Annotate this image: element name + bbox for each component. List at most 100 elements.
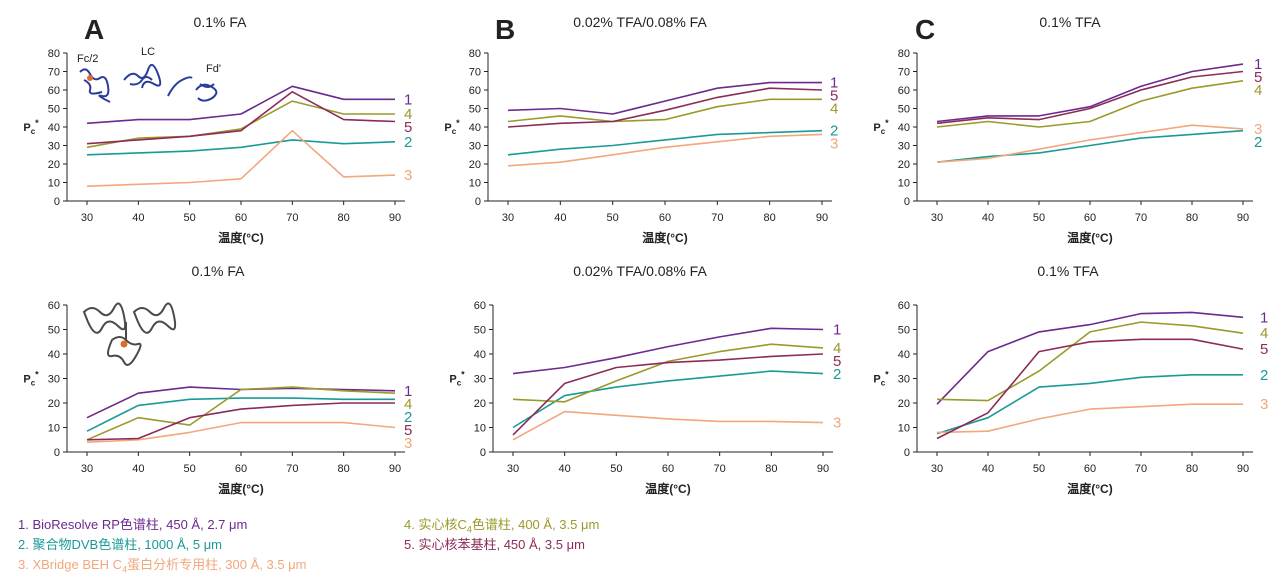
chart-title: 0.02% TFA/0.08% FA [573,14,707,30]
y-tick-label: 0 [54,447,60,459]
series-line-1 [512,327,824,375]
series-line-2 [512,370,824,429]
intact-antibody-image [82,302,177,366]
series-line-1 [936,63,1244,123]
x-axis-label: 温度(°C) [642,230,687,245]
y-tick-label: 30 [474,374,486,386]
legend-item-2: 2. 聚合物DVB色谱柱, 1000 Å, 5 μm [18,534,222,553]
y-tick-label: 50 [48,325,60,337]
panel-letter-a: A [84,14,104,45]
chart-bottom-middle: 0.02% TFA/0.08% FA 0 10 20 30 40 50 60 30 40 50 60 7… [449,263,841,496]
series-end-label-1: 1 [830,75,838,92]
x-axis-label: 温度(°C) [1067,481,1112,496]
x-tick-label: 90 [817,463,829,475]
x-tick-label: 90 [389,212,401,224]
x-tick-label: 60 [1084,212,1096,224]
x-tick-label: 70 [1135,463,1147,475]
x-tick-label: 50 [1033,212,1045,224]
series-end-label-5: 5 [1254,69,1262,86]
y-axis-label: Pc* [23,118,39,136]
series-end-label-2: 2 [1254,134,1262,151]
chart-top-left: 0.1% FA 0 10 20 30 40 50 60 70 80 30 40 50 60 70 80 90 温度… [23,14,412,245]
series-end-label-4: 4 [404,396,412,413]
x-tick-label: 80 [1186,463,1198,475]
series-end-label-5: 5 [404,422,412,439]
y-tick-label: 20 [474,398,486,410]
x-tick-label: 40 [982,463,994,475]
y-tick-label: 40 [898,349,910,361]
chart-top-middle: 0.02% TFA/0.08% FA 0 10 20 30 40 50 60 70 80 30 40 5… [444,14,838,245]
chart-title: 0.1% FA [192,263,246,279]
y-tick-label: 10 [48,178,60,190]
series-end-label-1: 1 [404,91,412,108]
series-line-2 [936,129,1244,163]
chart-bottom-left: 0.1% FA 0 10 20 30 40 50 60 30 40 50 60 70 80 90 温度(°C)… [23,263,412,496]
legend-item-5-text: 实心核苯基柱, 450 Å, 3.5 μm [418,537,585,552]
series-line-4 [936,321,1244,402]
panel-letter-b: B [495,14,515,45]
legend: 1. BioResolve RP色谱柱, 450 Å, 2.7 μm 2. 聚合… [18,510,1258,575]
x-tick-label: 40 [559,463,571,475]
y-tick-label: 60 [48,85,60,97]
series-end-label-2: 2 [1260,367,1268,384]
y-axis-label: Pc* [23,370,39,388]
legend-item-4: 4. 实心核C4色谱柱, 400 Å, 3.5 μm [404,514,599,535]
x-tick-label: 70 [1135,212,1147,224]
y-tick-label: 50 [898,104,910,116]
series-end-label-5: 5 [830,88,838,105]
x-tick-label: 60 [235,463,247,475]
y-tick-label: 60 [474,300,486,312]
x-tick-label: 80 [765,463,777,475]
series-end-label-2: 2 [830,123,838,140]
y-tick-label: 50 [469,104,481,116]
y-tick-label: 10 [898,178,910,190]
y-tick-label: 60 [48,300,60,312]
panel-letter-c: C [915,14,935,45]
x-tick-label: 70 [711,212,723,224]
chart-bottom-right: 0.1% TFA 0 10 20 30 40 50 60 30 40 50 60 70 80 90 温度(°C… [873,263,1268,496]
series-end-label-4: 4 [830,101,838,118]
legend-item-5-num: 5. [404,537,415,552]
y-tick-label: 80 [48,48,60,60]
legend-item-3: 3. XBridge BEH C4蛋白分析专用柱, 300 Å, 3.5 μm [18,554,307,575]
y-tick-label: 30 [48,374,60,386]
series-line-2 [936,373,1243,435]
x-tick-label: 60 [662,463,674,475]
x-axis-label: 温度(°C) [218,481,263,496]
legend-item-3-sub: 4 [122,564,128,575]
legend-item-4-text-pre: 实心核C [418,517,467,532]
x-tick-label: 90 [389,463,401,475]
series-line-5 [936,338,1244,440]
series-end-label-3: 3 [404,167,412,184]
series-line-2 [86,139,396,156]
x-tick-label: 40 [982,212,994,224]
x-tick-label: 70 [286,463,298,475]
x-tick-label: 30 [81,212,93,224]
y-tick-label: 20 [898,398,910,410]
legend-item-4-text-post: 色谱柱, 400 Å, 3.5 μm [471,517,600,532]
series-end-label-3: 3 [1260,396,1268,413]
x-tick-label: 30 [507,463,519,475]
y-tick-label: 10 [474,423,486,435]
x-tick-label: 80 [1186,212,1198,224]
legend-item-3-text-pre: XBridge BEH C [32,557,123,572]
series-line-4 [507,98,822,123]
y-tick-label: 40 [48,122,60,134]
series-end-label-5: 5 [1260,341,1268,358]
y-tick-label: 50 [474,325,486,337]
series-line-3 [512,410,824,441]
y-tick-label: 70 [898,67,910,79]
series-line-2 [86,397,395,432]
x-tick-label: 50 [1033,463,1045,475]
series-end-label-3: 3 [1254,121,1262,138]
series-end-label-4: 4 [1254,82,1262,99]
series-end-label-2: 2 [404,134,412,151]
legend-item-3-text-post: 蛋白分析专用柱, 300 Å, 3.5 μm [127,557,307,572]
y-tick-label: 10 [898,423,910,435]
x-tick-label: 30 [931,463,943,475]
y-tick-label: 60 [469,85,481,97]
x-tick-label: 40 [554,212,566,224]
series-line-4 [86,386,396,441]
series-end-label-3: 3 [404,435,412,452]
y-tick-label: 40 [474,349,486,361]
